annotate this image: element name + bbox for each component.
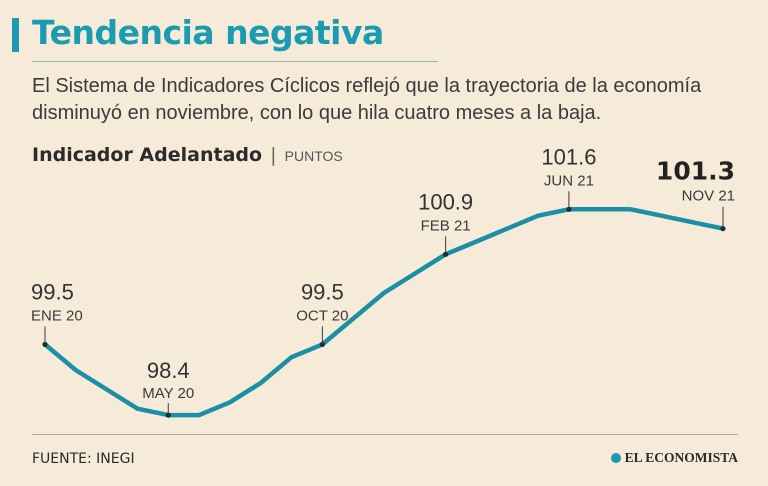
annotation-month-label: JUN 21 — [544, 172, 594, 189]
annotation-value-label: 99.5 — [301, 279, 344, 304]
annotation-month-label: MAY 20 — [142, 385, 194, 402]
series-line — [42, 207, 726, 418]
source-note: FUENTE: INEGI — [32, 451, 135, 467]
title-divider — [32, 61, 438, 62]
annotation-month-label: NOV 21 — [682, 188, 735, 205]
chart-name: Indicador Adelantado — [32, 144, 263, 166]
chart-heading-separator: | — [270, 144, 277, 166]
brand-logo: EL ECONOMISTA — [610, 450, 738, 466]
title-accent-bar — [12, 18, 19, 52]
annotation-value-label: 100.9 — [418, 189, 473, 214]
footer-divider — [32, 434, 738, 435]
annotation-value-label: 101.6 — [541, 144, 596, 169]
annotation-value-label: 99.5 — [31, 279, 74, 304]
annotation-value-label: 101.3 — [656, 157, 735, 186]
page-title: Tendencia negativa — [32, 13, 384, 52]
annotation-month-label: OCT 20 — [296, 307, 348, 324]
annotation-value-label: 98.4 — [147, 358, 190, 383]
annotation-month-label: FEB 21 — [421, 217, 471, 234]
chart-units: PUNTOS — [284, 148, 343, 164]
logo-mark-icon — [610, 453, 621, 463]
logo-text: EL ECONOMISTA — [624, 450, 738, 465]
annotation-month-label: ENE 20 — [31, 307, 83, 324]
chart-heading: Indicador Adelantado | PUNTOS — [32, 144, 343, 166]
subtitle: El Sistema de Indicadores Cíclicos refle… — [32, 75, 702, 124]
